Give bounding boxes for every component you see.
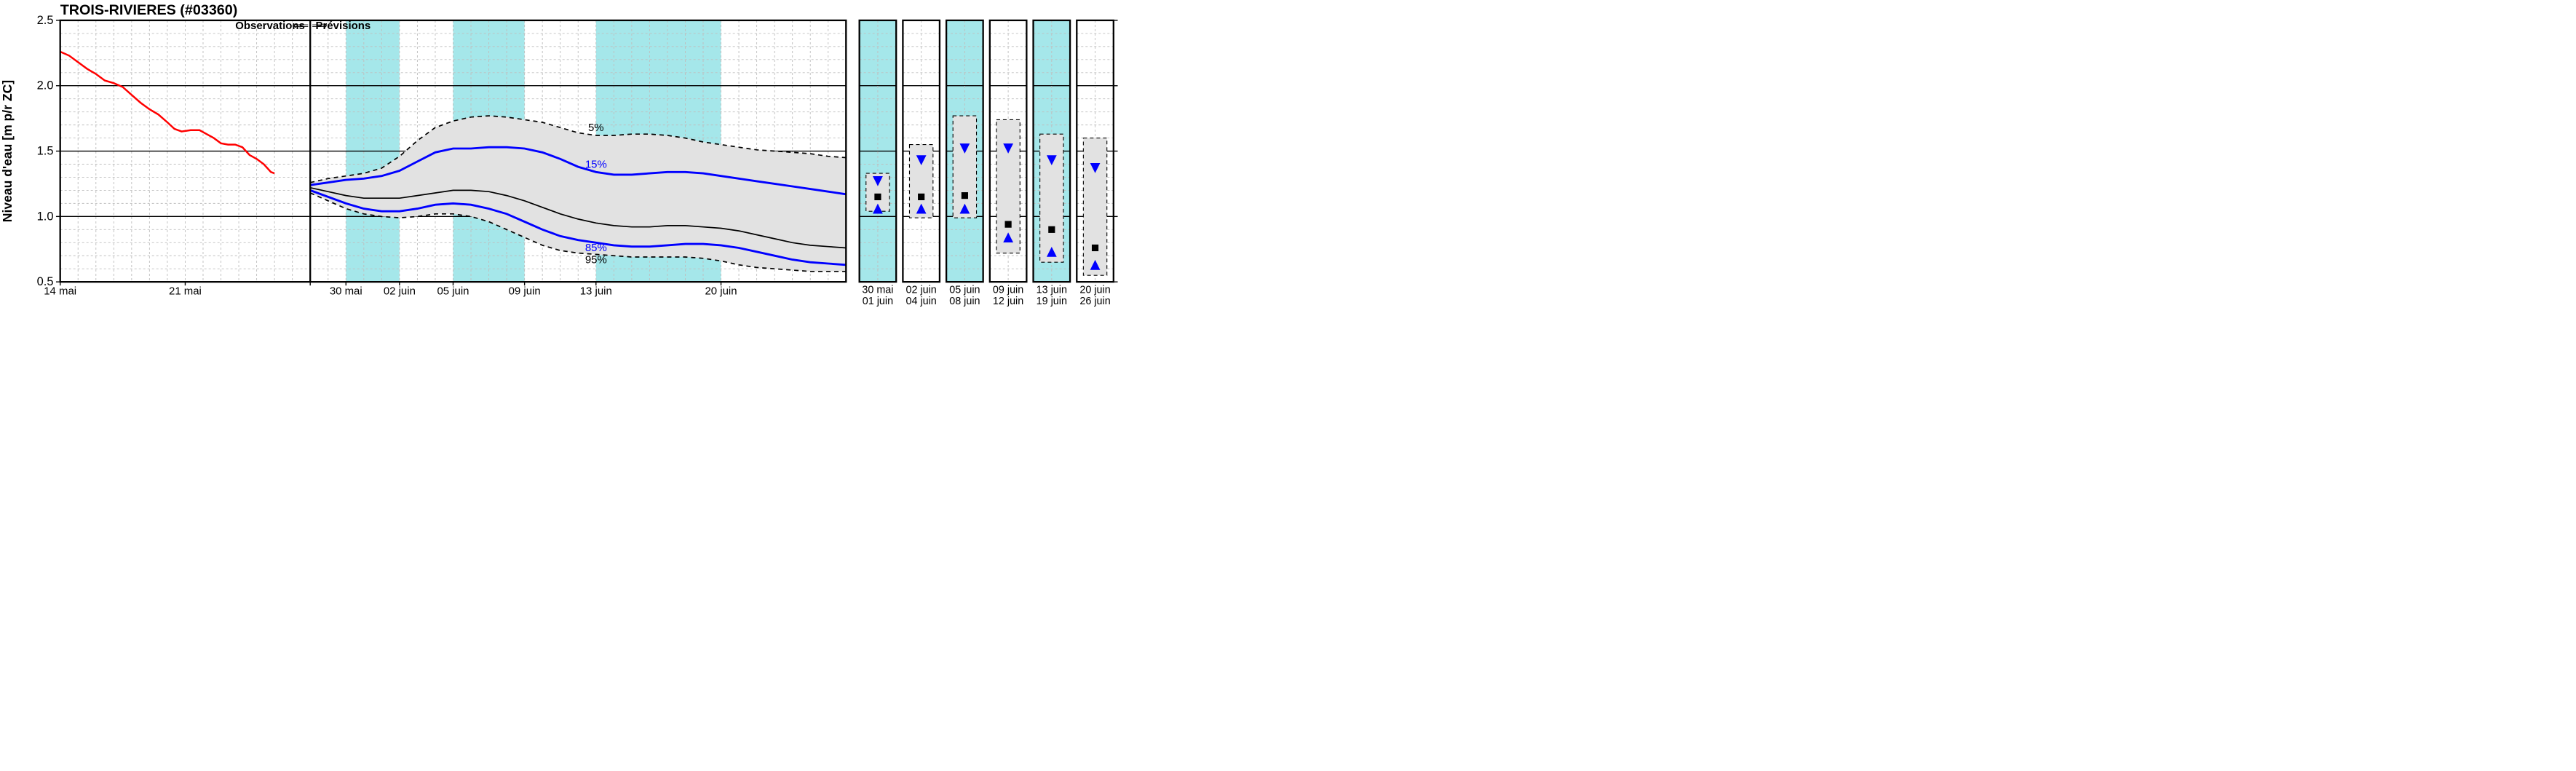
marker-square: [1048, 226, 1055, 233]
mini-box: [953, 116, 976, 218]
x-tick-label: 30 mai: [330, 285, 362, 298]
curve-label: 85%: [585, 242, 607, 254]
mini-panel: 20 juin26 juin: [1077, 20, 1114, 307]
curve-label: 5%: [588, 122, 604, 134]
mini-label-top: 05 juin: [949, 285, 980, 296]
mini-label-top: 09 juin: [993, 285, 1023, 296]
x-tick-label: 21 mai: [169, 285, 202, 298]
y-tick-label: 2.0: [37, 79, 54, 92]
main-panel: 5%15%85%95%Observations⟸ ⟹Prévisions14 m…: [37, 14, 847, 298]
marker-square: [874, 194, 881, 200]
mini-label-top: 30 mai: [862, 285, 893, 296]
mini-panel: 05 juin08 juin: [946, 20, 983, 307]
x-tick-label: 20 juin: [705, 285, 737, 298]
mini-panel: 02 juin04 juin: [903, 20, 940, 307]
y-axis-label: Niveau d'eau [m p/r ZC]: [0, 80, 15, 222]
x-tick-label: 09 juin: [509, 285, 541, 298]
y-tick-label: 1.5: [37, 145, 54, 158]
mini-box: [1040, 134, 1063, 262]
mini-label-top: 20 juin: [1079, 285, 1110, 296]
mini-panel: 30 mai01 juin: [860, 20, 897, 307]
mini-label-bot: 04 juin: [905, 296, 936, 307]
x-tick-label: 02 juin: [384, 285, 416, 298]
y-tick-label: 0.5: [37, 275, 54, 288]
mini-label-top: 13 juin: [1037, 285, 1067, 296]
chart-root: TROIS-RIVIERES (#03360) Niveau d'eau [m p…: [0, 0, 2576, 334]
marker-square: [1092, 245, 1098, 251]
y-tick-label: 2.5: [37, 14, 54, 27]
curve-label: 95%: [585, 253, 607, 266]
mini-label-bot: 19 juin: [1037, 296, 1067, 307]
mini-panel: 13 juin19 juin: [1034, 20, 1071, 307]
curve-label: 15%: [585, 158, 607, 170]
marker-square: [918, 194, 924, 200]
y-tick-label: 1.0: [37, 210, 54, 223]
marker-square: [1005, 221, 1012, 228]
x-tick-label: 13 juin: [580, 285, 612, 298]
mini-label-top: 02 juin: [905, 285, 936, 296]
mini-label-bot: 01 juin: [863, 296, 893, 307]
label-previsions: Prévisions: [316, 20, 371, 32]
chart-title: TROIS-RIVIERES (#03360): [60, 2, 238, 18]
mini-label-bot: 26 juin: [1079, 296, 1110, 307]
marker-square: [962, 192, 968, 199]
mini-label-bot: 12 juin: [993, 296, 1023, 307]
x-tick-label: 05 juin: [437, 285, 469, 298]
mini-box: [1083, 138, 1106, 276]
mini-panel: 09 juin12 juin: [990, 20, 1027, 307]
mini-label-bot: 08 juin: [949, 296, 980, 307]
